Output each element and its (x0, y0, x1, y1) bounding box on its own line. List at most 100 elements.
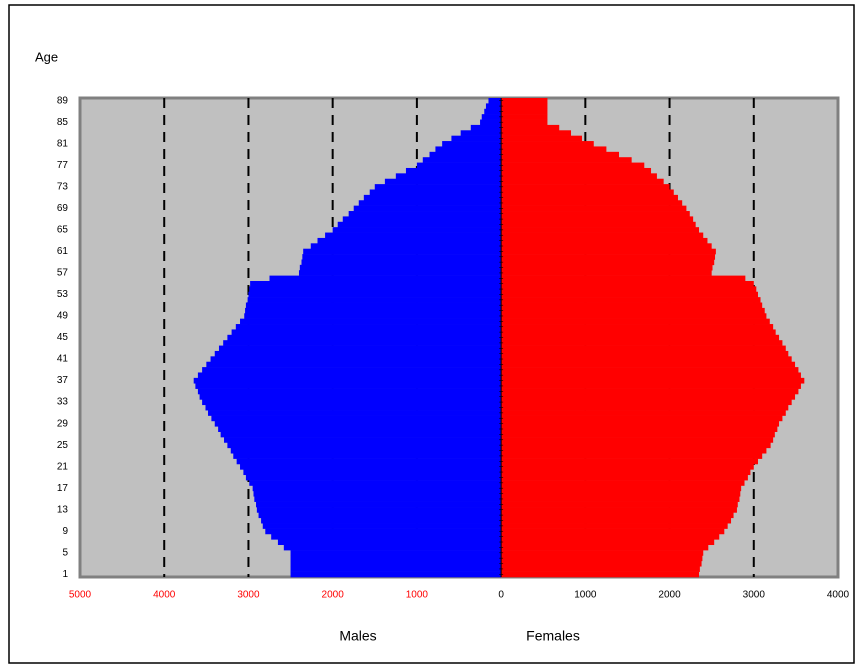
bar (254, 496, 502, 502)
bar (197, 388, 502, 395)
bar (501, 415, 783, 422)
y-tick-label: 49 (57, 311, 69, 322)
bar (501, 264, 713, 271)
y-tick-label: 41 (57, 354, 69, 365)
bar (253, 490, 502, 497)
bar (501, 291, 758, 298)
bar (501, 377, 805, 384)
bar (223, 340, 502, 346)
y-tick-label: 69 (57, 203, 69, 214)
bar (501, 227, 700, 233)
bar (236, 458, 502, 465)
bar (208, 410, 502, 416)
bar (501, 437, 774, 443)
y-tick-label: 77 (57, 160, 69, 171)
y-tick-label: 45 (57, 332, 69, 343)
bar (501, 313, 767, 319)
bar (210, 356, 502, 363)
bar (501, 108, 548, 115)
bar (501, 404, 789, 411)
bar (501, 485, 742, 492)
bar (261, 517, 502, 524)
bar (247, 297, 502, 303)
bar (501, 259, 715, 266)
bar (501, 361, 796, 368)
bar (501, 469, 751, 476)
bar (501, 442, 771, 449)
bar (310, 243, 502, 249)
y-tick-label: 1 (62, 569, 68, 580)
bar (501, 571, 700, 578)
bar (248, 291, 502, 298)
bar (317, 237, 502, 244)
bar (501, 426, 778, 432)
bar (283, 544, 502, 551)
y-tick-label: 37 (57, 375, 69, 386)
bar (501, 114, 548, 120)
bar (249, 480, 502, 486)
bar (231, 329, 502, 336)
bar (501, 318, 770, 325)
bar (501, 350, 789, 357)
bar (258, 512, 502, 519)
bar (501, 420, 780, 427)
bar (435, 146, 502, 153)
bar (480, 119, 502, 126)
bar (501, 135, 582, 142)
bar (501, 157, 632, 163)
x-tick-label: 5000 (69, 590, 92, 601)
bar (429, 151, 502, 158)
bar (271, 533, 502, 540)
x-tick-label: 1000 (574, 590, 597, 601)
bar (501, 167, 652, 174)
bar (245, 474, 502, 481)
bar (290, 571, 502, 578)
y-tick-label: 57 (57, 268, 69, 279)
bar (245, 307, 502, 314)
bar (501, 345, 786, 352)
bar (501, 254, 716, 260)
x-tick-label: 4000 (827, 590, 850, 601)
x-tick-label: 0 (498, 590, 504, 601)
bar (303, 248, 502, 255)
bar (501, 394, 796, 400)
y-tick-label: 65 (57, 225, 69, 236)
bar (501, 533, 720, 540)
bar (325, 232, 502, 239)
bar (358, 200, 502, 206)
bar (395, 173, 502, 180)
y-tick-label: 29 (57, 418, 69, 429)
bar (501, 501, 738, 508)
bar (501, 270, 712, 276)
y-tick-label: 17 (57, 483, 69, 494)
y-tick-label: 21 (57, 461, 69, 472)
bar (470, 124, 502, 131)
bar (501, 367, 799, 373)
x-tick-label: 4000 (153, 590, 176, 601)
bar (501, 523, 728, 529)
bar (501, 324, 774, 330)
bar (205, 404, 502, 411)
bar (501, 512, 734, 519)
bar (269, 275, 502, 282)
bar (235, 324, 502, 330)
bar (501, 200, 683, 206)
bar (501, 329, 776, 336)
bar (369, 189, 502, 196)
y-tick-label: 13 (57, 504, 69, 515)
bar (214, 350, 502, 357)
bar (501, 383, 801, 389)
bar (227, 442, 502, 449)
bar (501, 124, 560, 131)
bar (501, 141, 594, 147)
bar (451, 135, 502, 142)
bar (501, 388, 799, 395)
y-tick-label: 89 (57, 95, 69, 106)
bar (227, 334, 502, 341)
bar (301, 259, 502, 266)
bar (256, 507, 502, 513)
bar (240, 318, 502, 325)
bar (256, 501, 502, 508)
bar (501, 162, 645, 169)
bar (252, 485, 502, 492)
